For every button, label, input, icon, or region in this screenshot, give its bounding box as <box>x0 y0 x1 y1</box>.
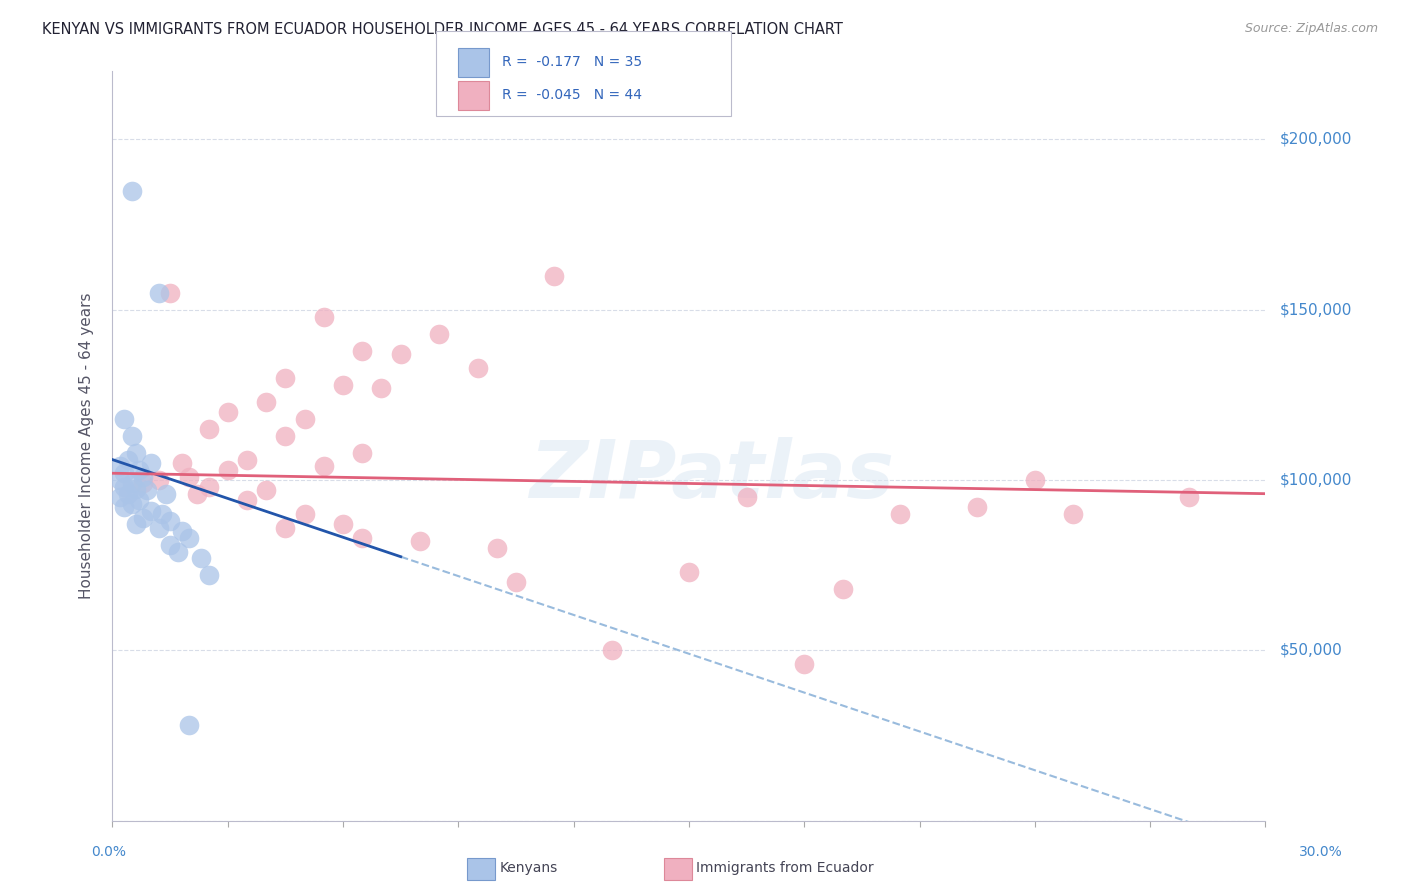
Text: R =  -0.177   N = 35: R = -0.177 N = 35 <box>502 55 643 70</box>
Point <box>1062 507 1084 521</box>
Point <box>312 459 335 474</box>
Point <box>236 452 259 467</box>
Point <box>124 446 146 460</box>
Point <box>112 467 135 481</box>
Point <box>179 531 201 545</box>
Point <box>152 507 174 521</box>
Point <box>170 456 193 470</box>
Point <box>186 486 208 500</box>
Text: $50,000: $50,000 <box>1279 643 1343 657</box>
Point <box>505 575 527 590</box>
Point <box>108 473 131 487</box>
Point <box>128 493 150 508</box>
Point <box>148 285 170 300</box>
Text: Immigrants from Ecuador: Immigrants from Ecuador <box>696 861 873 875</box>
Point <box>409 534 432 549</box>
Point <box>370 381 392 395</box>
Point <box>179 469 201 483</box>
Text: R =  -0.045   N = 44: R = -0.045 N = 44 <box>502 88 643 103</box>
Point <box>427 326 450 341</box>
Point <box>389 347 412 361</box>
Point <box>190 551 212 566</box>
Point <box>735 490 758 504</box>
Point <box>121 429 143 443</box>
Text: $100,000: $100,000 <box>1279 473 1351 488</box>
Point <box>485 541 508 556</box>
Point <box>332 517 354 532</box>
Point <box>170 524 193 538</box>
Point <box>467 360 489 375</box>
Point <box>132 476 155 491</box>
Point <box>543 268 565 283</box>
Point <box>254 483 277 498</box>
Point <box>274 429 297 443</box>
Point <box>217 405 239 419</box>
Point <box>108 459 131 474</box>
Point <box>254 394 277 409</box>
Point <box>197 480 219 494</box>
Point <box>117 452 139 467</box>
Point <box>831 582 853 596</box>
Point <box>124 517 146 532</box>
Text: KENYAN VS IMMIGRANTS FROM ECUADOR HOUSEHOLDER INCOME AGES 45 - 64 YEARS CORRELAT: KENYAN VS IMMIGRANTS FROM ECUADOR HOUSEH… <box>42 22 844 37</box>
Point <box>148 473 170 487</box>
Point <box>197 568 219 582</box>
Point <box>889 507 911 521</box>
Point <box>112 500 135 515</box>
Point <box>966 500 988 515</box>
Point <box>274 371 297 385</box>
Point <box>117 486 139 500</box>
Point <box>136 483 159 498</box>
Point <box>132 510 155 524</box>
Point <box>678 565 700 579</box>
Point <box>159 514 181 528</box>
Text: 0.0%: 0.0% <box>91 845 127 859</box>
Point <box>128 463 150 477</box>
Point <box>312 310 335 324</box>
Text: ZIPatlas: ZIPatlas <box>530 437 894 515</box>
Text: 30.0%: 30.0% <box>1299 845 1343 859</box>
Text: $150,000: $150,000 <box>1279 302 1351 318</box>
Point <box>124 482 146 496</box>
Point <box>1177 490 1199 504</box>
Point <box>352 343 374 358</box>
Y-axis label: Householder Income Ages 45 - 64 years: Householder Income Ages 45 - 64 years <box>79 293 94 599</box>
Text: Kenyans: Kenyans <box>499 861 557 875</box>
Point <box>332 377 354 392</box>
Point <box>1024 473 1046 487</box>
Point <box>155 486 177 500</box>
Point <box>148 521 170 535</box>
Point <box>600 643 623 657</box>
Point <box>108 490 131 504</box>
Point <box>159 538 181 552</box>
Point <box>179 718 201 732</box>
Point <box>166 544 188 558</box>
Text: $200,000: $200,000 <box>1279 132 1351 147</box>
Point <box>352 531 374 545</box>
Point <box>294 507 316 521</box>
Point <box>112 411 135 425</box>
Point <box>274 521 297 535</box>
Point <box>236 493 259 508</box>
Point <box>159 285 181 300</box>
Point <box>217 463 239 477</box>
Point <box>139 504 162 518</box>
Point <box>132 469 155 483</box>
Point <box>294 411 316 425</box>
Text: Source: ZipAtlas.com: Source: ZipAtlas.com <box>1244 22 1378 36</box>
Point <box>352 446 374 460</box>
Point <box>139 456 162 470</box>
Point <box>793 657 815 671</box>
Point <box>121 476 143 491</box>
Point <box>112 480 135 494</box>
Point <box>121 497 143 511</box>
Point <box>121 184 143 198</box>
Point <box>197 422 219 436</box>
